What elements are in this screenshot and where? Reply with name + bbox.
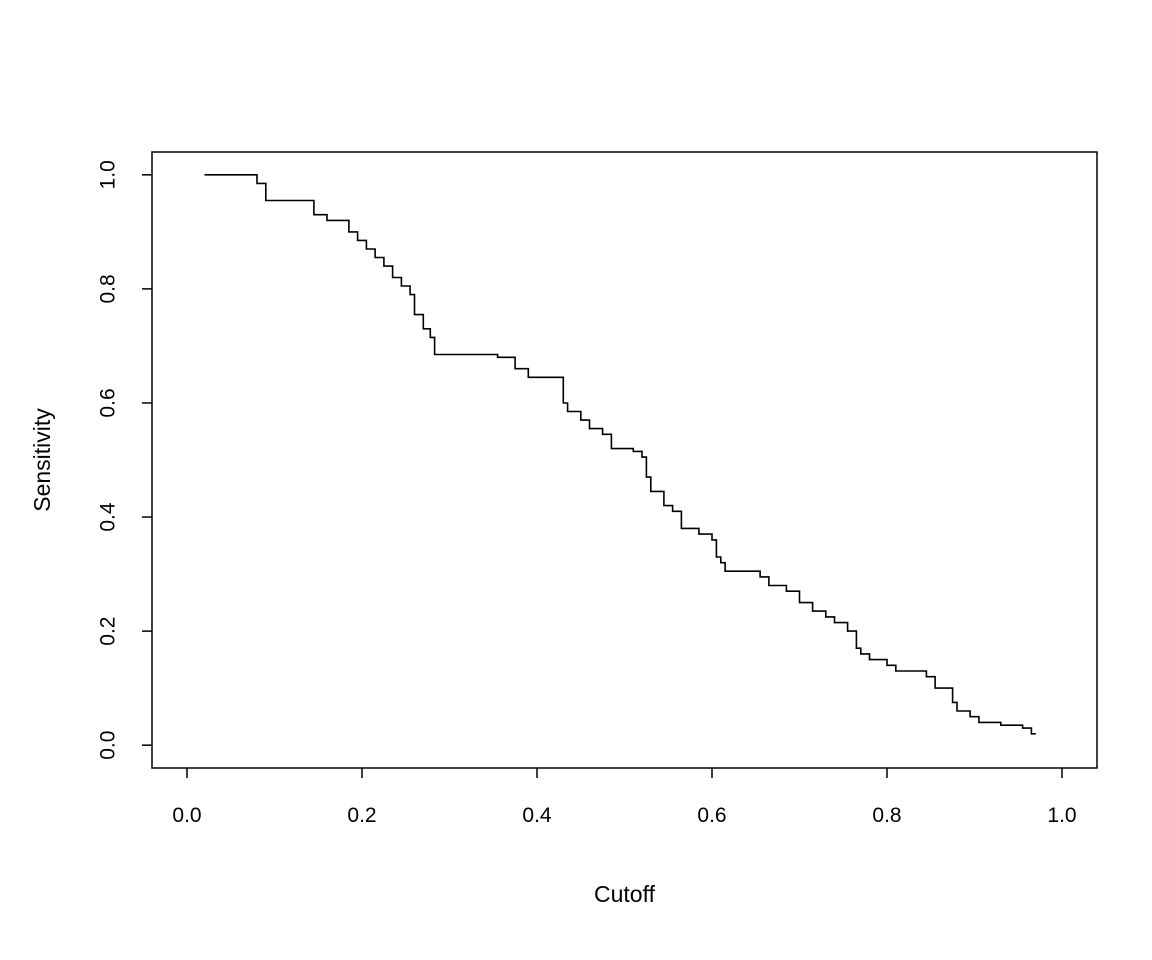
y-tick-label: 0.4 bbox=[97, 502, 120, 532]
x-tick-label: 0.6 bbox=[697, 804, 726, 827]
x-tick-label: 1.0 bbox=[1047, 804, 1076, 827]
y-tick-label: 1.0 bbox=[97, 160, 120, 189]
sensitivity-curve bbox=[204, 174, 1036, 735]
y-tick-label: 0.6 bbox=[97, 388, 120, 417]
x-axis-ticks: 0.0 0.2 0.4 0.6 0.8 1.0 bbox=[172, 768, 1077, 827]
y-tick-label: 0.0 bbox=[97, 731, 120, 760]
y-tick-label: 0.8 bbox=[97, 274, 120, 303]
x-tick-label: 0.2 bbox=[347, 804, 376, 827]
x-axis-label: Cutoff bbox=[594, 881, 656, 907]
x-tick-label: 0.4 bbox=[522, 804, 552, 827]
y-tick-label: 0.2 bbox=[97, 617, 120, 646]
y-axis-ticks: 0.0 0.2 0.4 0.6 0.8 1.0 bbox=[97, 160, 152, 760]
plot-border bbox=[151, 151, 1098, 769]
x-tick-label: 0.0 bbox=[172, 804, 201, 827]
y-axis-label: Sensitivity bbox=[29, 408, 55, 512]
x-tick-label: 0.8 bbox=[872, 804, 901, 827]
